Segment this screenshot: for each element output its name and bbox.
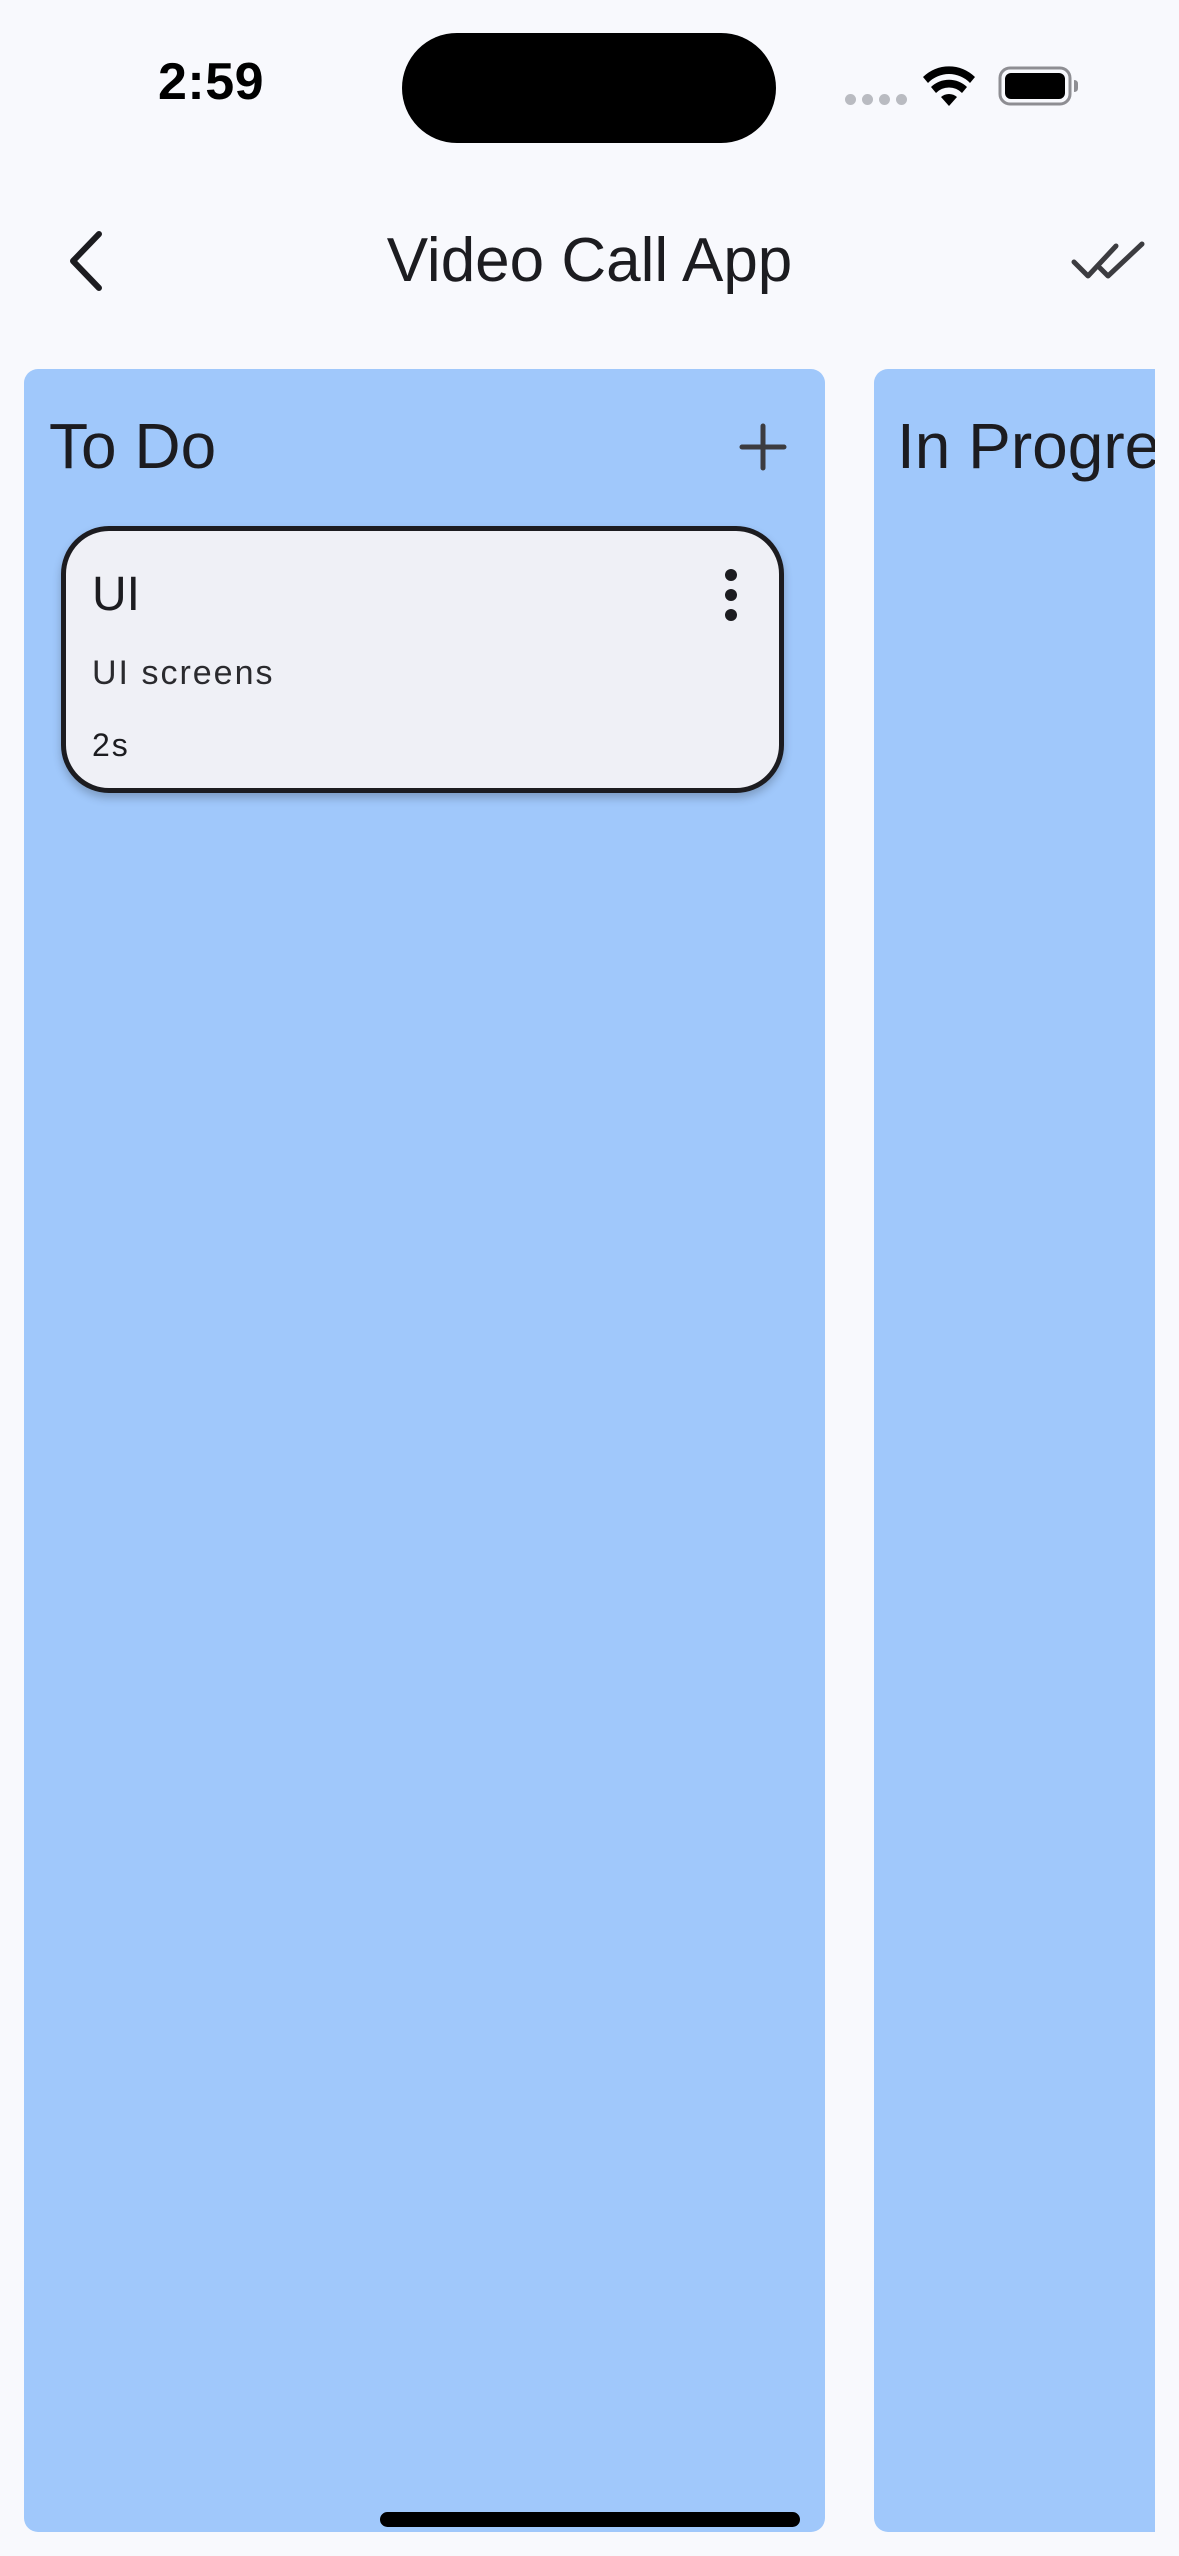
- task-age: 2s: [92, 727, 130, 763]
- column-todo: To Do UI UI screens 2s: [24, 369, 825, 2532]
- wifi-icon: [923, 66, 975, 106]
- column-title: To Do: [49, 410, 217, 482]
- column-title: In Progress: [897, 410, 1155, 482]
- battery-icon: [998, 66, 1078, 106]
- done-all-icon: [1071, 241, 1145, 279]
- chevron-left-icon: [70, 231, 102, 291]
- cellular-signal-icon: [845, 94, 907, 105]
- page-title: Video Call App: [386, 226, 793, 295]
- more-vert-icon: [725, 569, 737, 621]
- status-time: 2:59: [158, 53, 265, 111]
- task-menu-button[interactable]: [706, 559, 756, 631]
- task-card[interactable]: UI UI screens 2s: [61, 526, 784, 793]
- plus-icon: [739, 423, 787, 471]
- dynamic-island: [402, 33, 776, 143]
- task-description: UI screens: [92, 654, 275, 692]
- back-button[interactable]: [50, 220, 120, 302]
- column-in-progress: In Progress: [874, 369, 1155, 2532]
- home-indicator[interactable]: [380, 2512, 800, 2527]
- add-task-button[interactable]: [724, 408, 802, 486]
- task-title: UI: [92, 568, 140, 621]
- mark-all-done-button[interactable]: [1060, 224, 1156, 300]
